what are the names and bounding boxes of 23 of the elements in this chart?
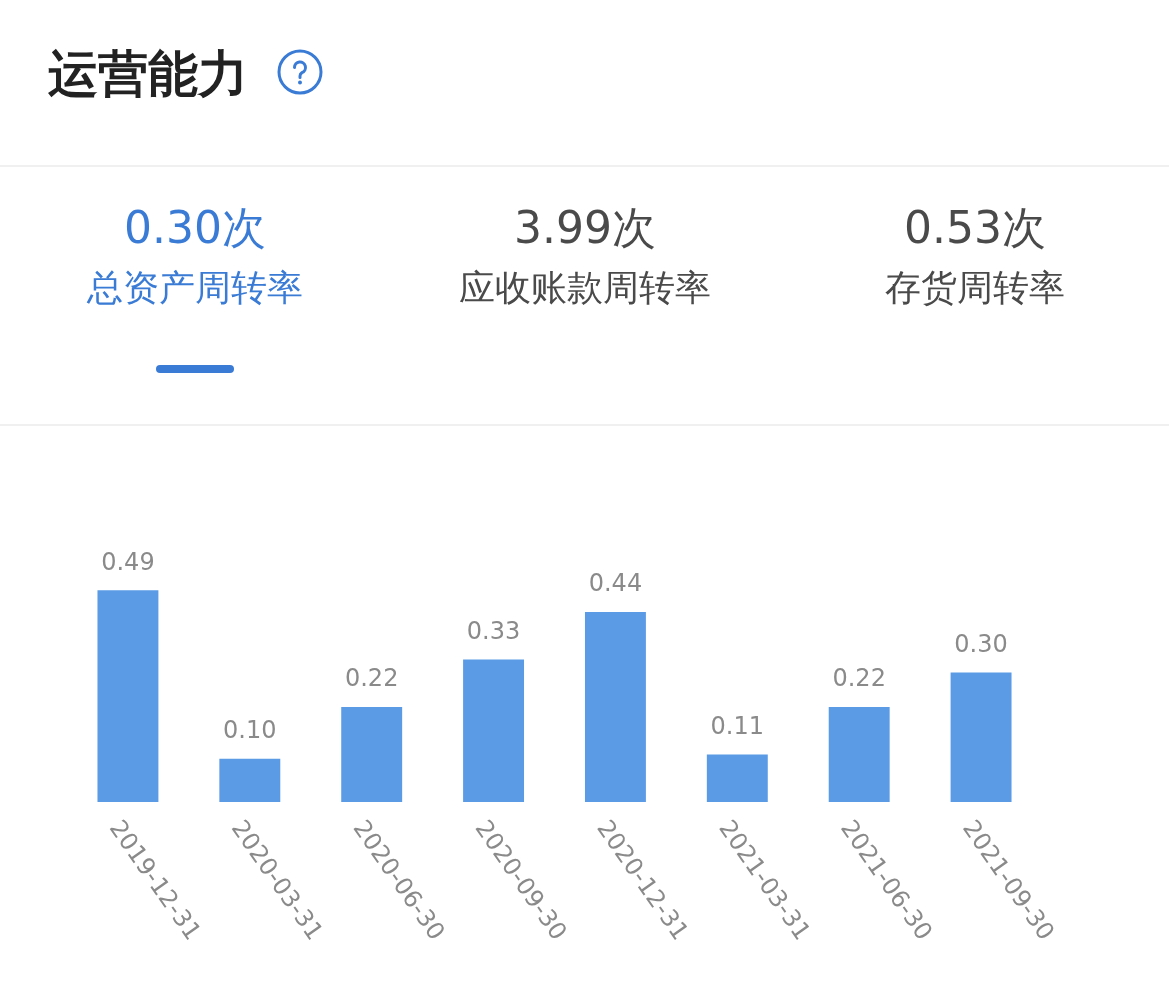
bar [828,706,890,802]
bar [463,659,525,802]
bar [219,758,281,802]
data-label: 0.33 [466,616,521,645]
bar [341,706,403,802]
text: 0.53次 [904,202,1046,253]
chart-title: 运营能力 [48,45,248,103]
text: 3.99次 [514,202,656,253]
data-label: 0.44 [588,569,643,598]
text: 应收账款周转率 [459,267,711,308]
text: 0.30次 [124,202,266,253]
data-label: 0.49 [101,547,155,576]
bar [584,611,646,802]
data-label: 0.10 [223,716,277,745]
bar [950,672,1012,802]
data-label: 0.30 [954,629,1008,658]
bar [706,754,768,802]
bar [97,590,159,802]
text: 存货周转率 [885,267,1065,308]
data-label: 0.22 [832,664,886,693]
data-label: 0.11 [710,711,765,740]
data-label: 0.22 [344,664,399,693]
text: 总资产周转率 [87,267,303,308]
